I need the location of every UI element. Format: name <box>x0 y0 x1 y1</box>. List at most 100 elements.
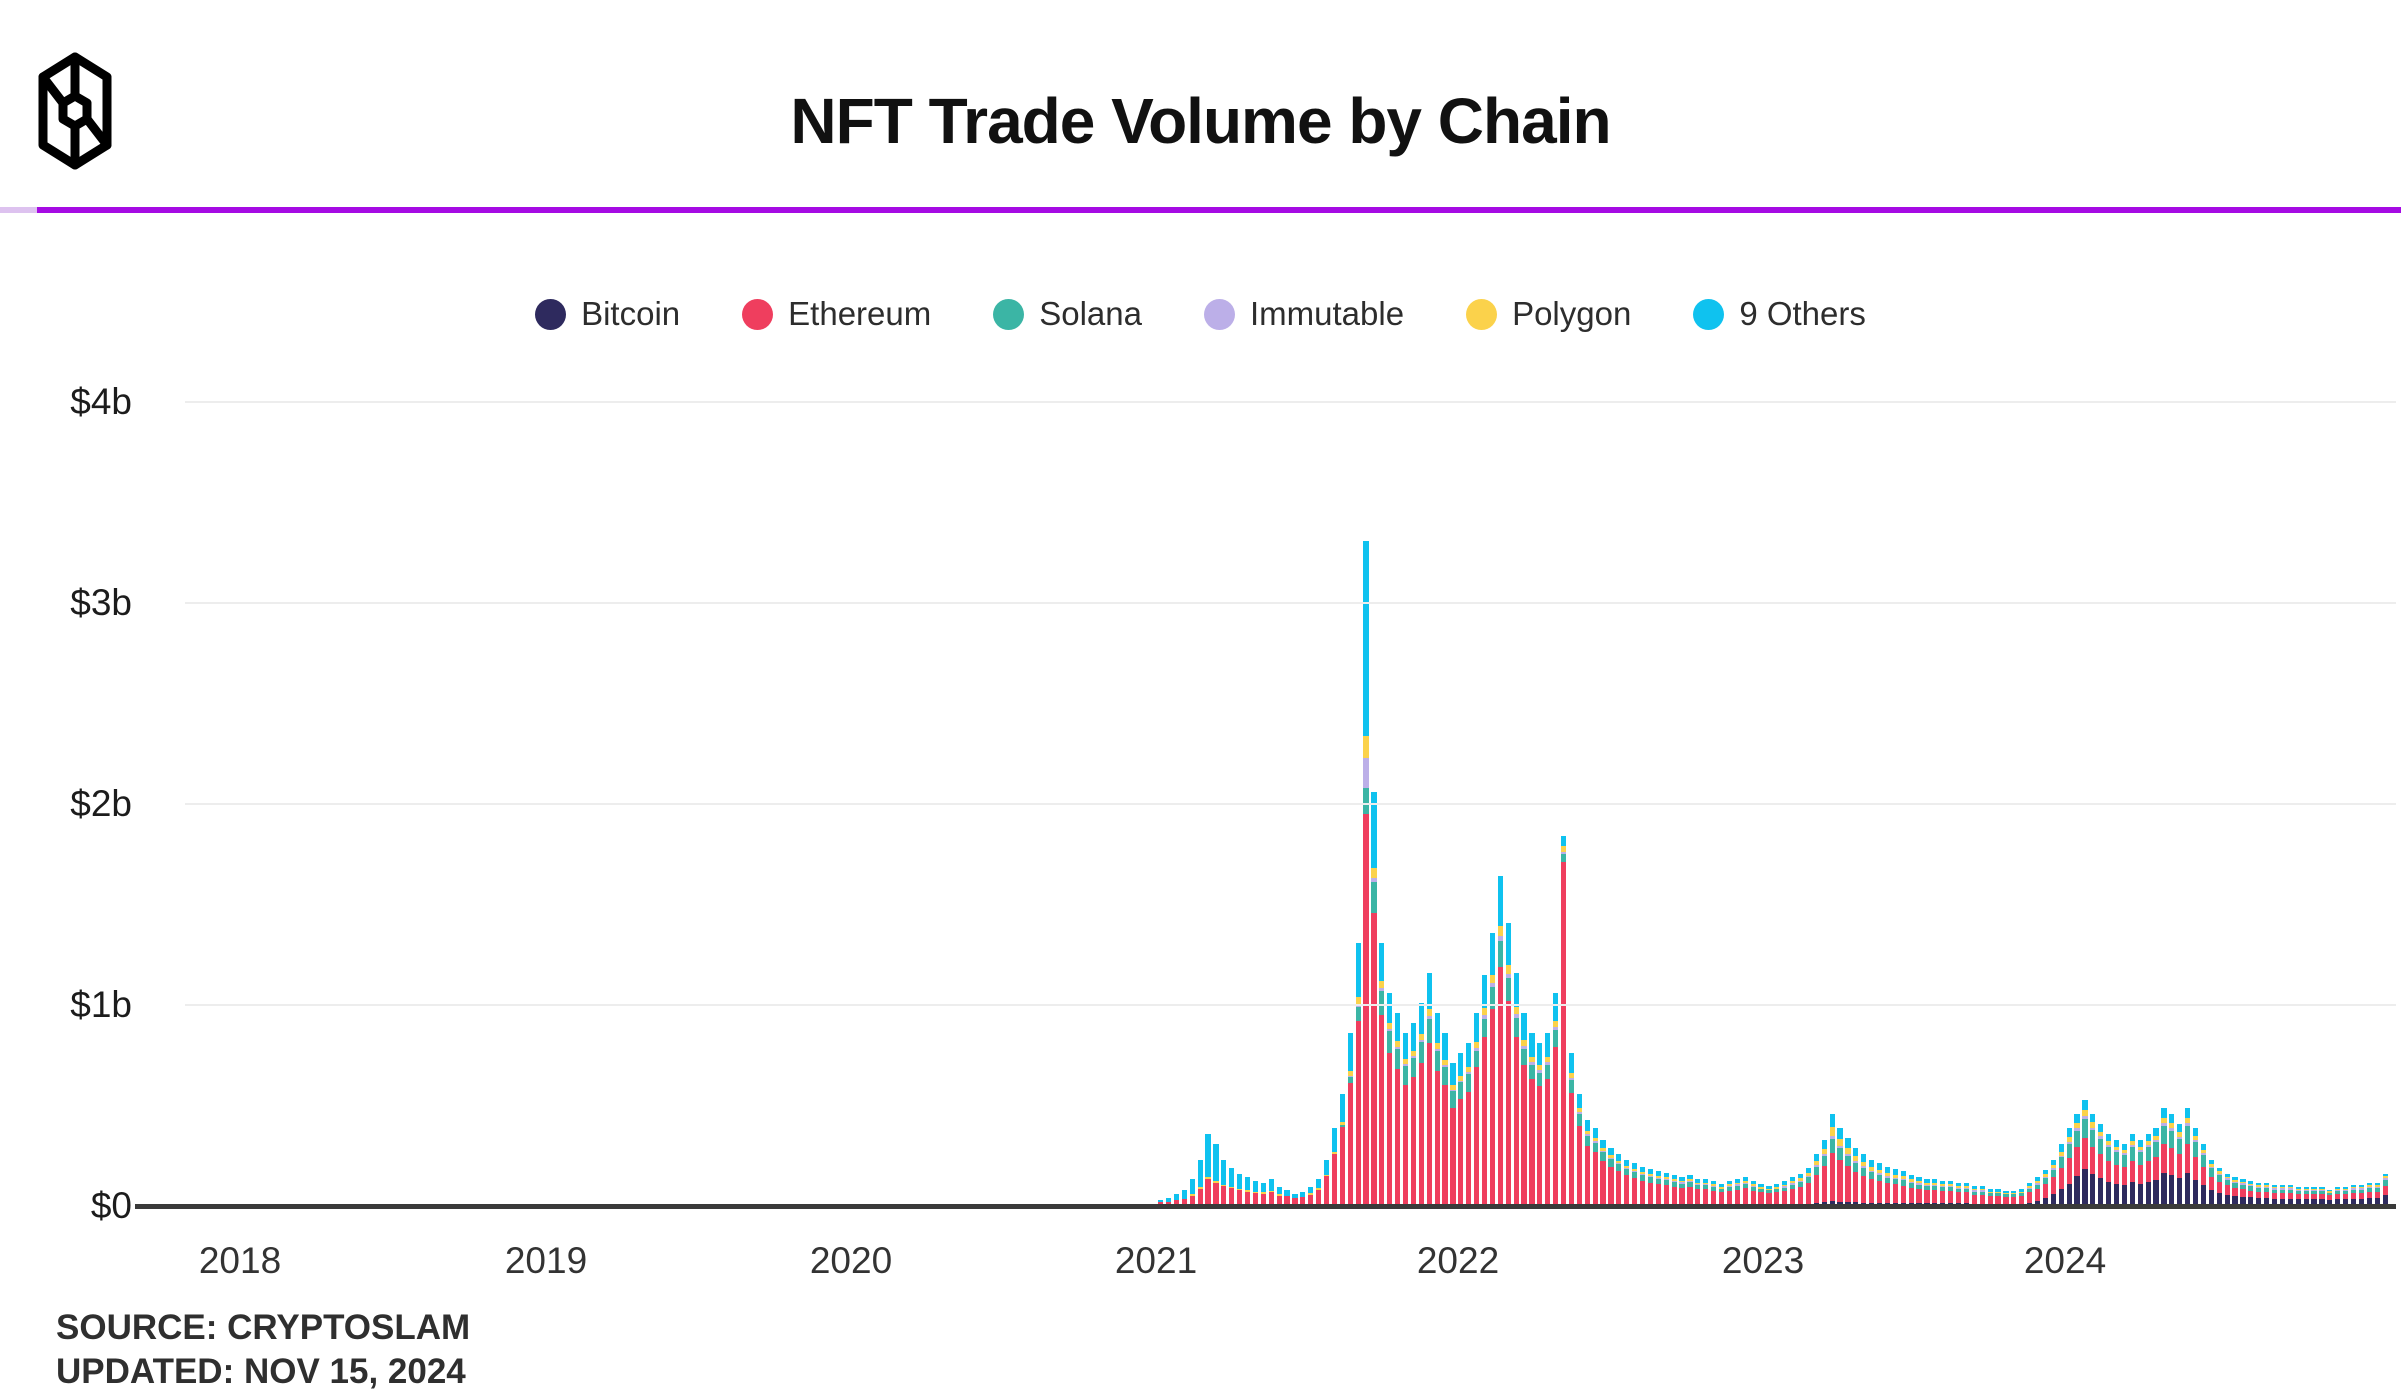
bar-segment-others <box>1876 1163 1883 1170</box>
bar-segment-polygon <box>2074 1122 2080 1129</box>
bar-segment-polygon <box>1829 1126 1835 1136</box>
bar-segment-polygon <box>2192 1135 2199 1141</box>
bar-segment-polygon <box>2303 1188 2309 1190</box>
bar-segment-ethereum <box>1418 1063 1424 1204</box>
bar <box>2058 1143 2064 1204</box>
bar-segment-others <box>1308 1187 1314 1194</box>
bar <box>1339 1093 1345 1204</box>
bar-segment-polygon <box>1884 1173 1891 1177</box>
bar-segment-ethereum <box>1624 1175 1630 1204</box>
bar-segment-bitcoin <box>2208 1190 2214 1204</box>
bar-segment-bitcoin <box>2279 1198 2286 1204</box>
bar-segment-bitcoin <box>2232 1195 2238 1204</box>
bar-segment-ethereum <box>1782 1191 1788 1204</box>
bar-segment-others <box>1276 1187 1282 1195</box>
bar <box>1513 972 1519 1204</box>
bar-segment-ethereum <box>1553 1047 1559 1204</box>
bar-segment-solana <box>2034 1184 2041 1189</box>
bar-segment-ethereum <box>1971 1194 1977 1204</box>
bar-segment-ethereum <box>2295 1194 2301 1200</box>
bar-segment-ethereum <box>1276 1195 1282 1204</box>
bar-segment-others <box>1521 1013 1527 1041</box>
bar-segment-polygon <box>1221 1184 1227 1186</box>
bar-segment-immutable <box>2350 1188 2357 1190</box>
bar-segment-others <box>1158 1200 1164 1203</box>
bar-segment-solana <box>1584 1135 1590 1146</box>
bar-segment-ethereum <box>2027 1192 2033 1203</box>
bar <box>1695 1179 1701 1204</box>
bar-segment-solana <box>1632 1172 1638 1179</box>
bar-segment-others <box>1718 1184 1725 1188</box>
bar-segment-immutable <box>1497 935 1503 941</box>
bar-segment-solana <box>2074 1130 2080 1147</box>
bar-segment-others <box>2240 1179 2246 1182</box>
bar-segment-solana <box>2145 1147 2151 1161</box>
bar <box>1316 1179 1322 1204</box>
bar-segment-ethereum <box>1774 1192 1780 1204</box>
bar-segment-others <box>1687 1175 1693 1180</box>
bar <box>2106 1133 2112 1204</box>
bar-segment-others <box>1553 993 1559 1021</box>
bar-segment-polygon <box>1632 1168 1638 1171</box>
bar-segment-others <box>1663 1173 1669 1178</box>
bar <box>2303 1186 2309 1204</box>
bar-segment-immutable <box>1663 1179 1669 1181</box>
bar-segment-ethereum <box>1165 1201 1172 1204</box>
bar <box>1679 1177 1685 1204</box>
source-text: SOURCE: CRYPTOSLAM <box>56 1308 471 1347</box>
bar-segment-polygon <box>1924 1182 1930 1185</box>
bar-segment-bitcoin <box>2066 1183 2072 1204</box>
bar <box>1592 1127 1598 1204</box>
bar <box>2011 1190 2017 1204</box>
bar-segment-ethereum <box>1987 1195 1993 1204</box>
bar-segment-others <box>1853 1147 1859 1157</box>
bar-segment-bitcoin <box>2121 1184 2128 1204</box>
bar-segment-others <box>2343 1186 2349 1189</box>
bar-segment-solana <box>2358 1189 2365 1193</box>
bar-segment-polygon <box>1497 925 1503 936</box>
bar-segment-solana <box>1695 1185 1701 1190</box>
bar-segment-ethereum <box>2200 1166 2207 1185</box>
bar-segment-others <box>2090 1113 2096 1123</box>
bar-segment-solana <box>2058 1157 2064 1168</box>
bar-segment-polygon <box>2279 1186 2286 1189</box>
bar-segment-ethereum <box>1450 1107 1456 1204</box>
bar-segment-polygon <box>1971 1188 1977 1191</box>
bar-segment-solana <box>2216 1174 2222 1182</box>
bar-segment-immutable <box>1916 1183 1922 1185</box>
bar <box>1426 972 1432 1204</box>
bar-segment-others <box>1979 1185 1985 1189</box>
bar-segment-ethereum <box>2082 1137 2088 1169</box>
bar-segment-immutable <box>1734 1184 1740 1186</box>
bar-segment-solana <box>1639 1175 1646 1182</box>
legend-item-polygon: Polygon <box>1466 295 1631 333</box>
legend-label-others: 9 Others <box>1739 295 1866 332</box>
bar-segment-bitcoin <box>2106 1181 2112 1204</box>
bar-segment-solana <box>1861 1167 1867 1176</box>
bar-segment-ethereum <box>1711 1190 1717 1204</box>
bar-segment-others <box>1244 1177 1251 1191</box>
bar <box>1600 1139 1606 1204</box>
bar-segment-ethereum <box>1821 1166 1827 1202</box>
x-axis-tick-label: 2022 <box>1416 1240 1500 1281</box>
bar <box>2098 1123 2104 1204</box>
bar-segment-polygon <box>1979 1188 1985 1191</box>
bar-segment-immutable <box>2185 1122 2191 1126</box>
bar-segment-polygon <box>1553 1020 1559 1028</box>
legend-label-immutable: Immutable <box>1250 295 1405 332</box>
bar-segment-solana <box>1410 1058 1417 1078</box>
bar-segment-immutable <box>1624 1167 1630 1170</box>
bar-segment-others <box>1402 1033 1409 1060</box>
bar-segment-others <box>2295 1186 2301 1189</box>
legend-item-others: 9 Others <box>1693 295 1866 333</box>
bar-segment-polygon <box>1821 1148 1827 1154</box>
bar-segment-ethereum <box>1861 1175 1867 1203</box>
bar <box>2224 1173 2230 1204</box>
bar-segment-immutable <box>2319 1189 2325 1192</box>
bar-segment-bitcoin <box>1861 1202 1867 1204</box>
bar-segment-bitcoin <box>1821 1202 1827 1204</box>
bar-segment-polygon <box>1734 1182 1740 1185</box>
bar <box>1805 1167 1812 1204</box>
bar-segment-immutable <box>2058 1155 2064 1158</box>
bar-segment-ethereum <box>2098 1153 2104 1178</box>
